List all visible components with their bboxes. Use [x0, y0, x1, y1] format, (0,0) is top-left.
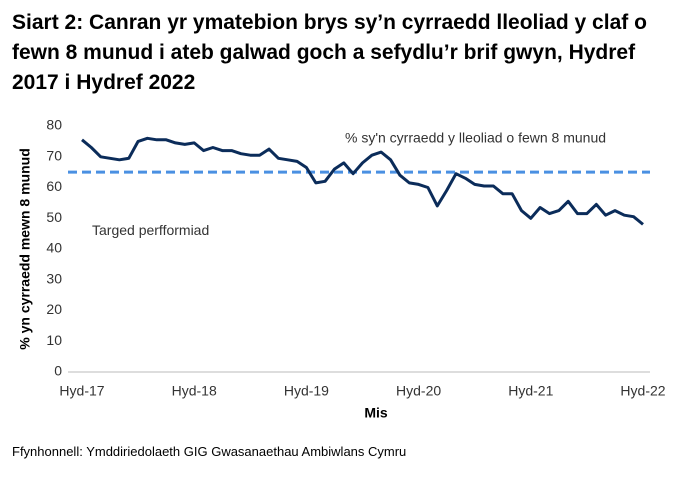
- y-tick-label: 60: [46, 178, 62, 194]
- target-label: Targed perfformiad: [92, 222, 209, 238]
- x-tick-label: Hyd-21: [508, 383, 553, 399]
- chart-title: Siart 2: Canran yr ymatebion brys sy’n c…: [12, 11, 647, 94]
- y-tick-label: 10: [46, 332, 62, 348]
- data-line: [81, 136, 644, 226]
- y-tick-label: 20: [46, 301, 62, 317]
- y-axis-label: % yn cyrraedd mewn 8 munud: [17, 148, 33, 350]
- series-label: % sy'n cyrraedd y lleoliad o fewn 8 munu…: [345, 130, 606, 146]
- x-tick-label: Hyd-20: [396, 383, 441, 399]
- source-note: Ffynhonnell: Ymddiriedolaeth GIG Gwasana…: [12, 444, 407, 459]
- x-axis-label: Mis: [364, 405, 388, 421]
- y-tick-label: 30: [46, 270, 62, 286]
- y-tick-label: 50: [46, 209, 62, 225]
- y-tick-label: 0: [54, 363, 62, 379]
- y-tick-label: 40: [46, 240, 62, 256]
- y-tick-label: 70: [46, 147, 62, 163]
- x-tick-label: Hyd-22: [620, 383, 665, 399]
- x-tick-label: Hyd-18: [172, 383, 217, 399]
- x-tick-label: Hyd-19: [284, 383, 329, 399]
- y-tick-label: 80: [46, 117, 62, 133]
- x-tick-label: Hyd-17: [59, 383, 104, 399]
